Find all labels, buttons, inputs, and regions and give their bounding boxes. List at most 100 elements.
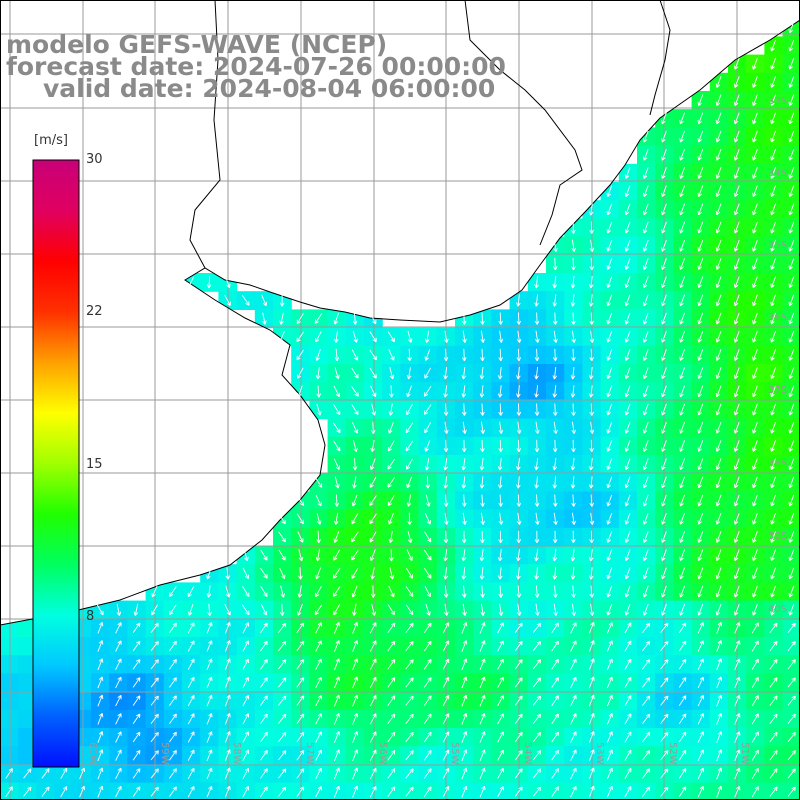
wind-arrow <box>697 94 704 107</box>
wind-arrow <box>770 167 777 179</box>
wind-arrow <box>589 221 594 234</box>
wind-arrow <box>734 749 741 761</box>
wind-arrow <box>570 549 576 562</box>
wind-arrow <box>388 349 395 361</box>
wind-arrow <box>150 640 159 652</box>
wind-arrow <box>661 512 667 525</box>
wind-arrow <box>150 731 159 743</box>
wind-arrow <box>534 439 540 453</box>
lat-label: 34S <box>768 168 788 179</box>
wind-arrow <box>697 203 704 216</box>
wind-arrow <box>571 312 576 325</box>
wind-arrow <box>770 276 777 289</box>
wind-arrow <box>514 677 523 688</box>
wind-arrow <box>242 786 250 798</box>
wind-arrow <box>480 585 485 598</box>
wind-arrow <box>150 695 159 706</box>
wind-arrow <box>351 404 359 415</box>
wind-arrow <box>535 512 540 525</box>
wind-arrow <box>589 494 595 507</box>
wind-arrow <box>716 640 723 652</box>
wind-arrow <box>660 659 669 670</box>
wind-arrow <box>788 21 795 34</box>
wind-arrow <box>187 640 195 652</box>
colorbar-tick-15: 15 <box>86 457 103 472</box>
wind-arrow <box>352 330 358 343</box>
wind-arrow <box>461 549 467 562</box>
wind-arrow <box>624 512 631 525</box>
wind-arrow <box>606 694 613 707</box>
wind-arrow <box>315 549 321 562</box>
wind-arrow <box>387 695 396 706</box>
wind-arrow <box>733 385 740 398</box>
wind-arrow <box>497 713 504 725</box>
wind-arrow <box>206 767 213 780</box>
wind-arrow <box>571 439 576 453</box>
wind-arrow <box>570 713 577 725</box>
wind-arrow <box>534 403 540 416</box>
wind-arrow <box>751 731 759 743</box>
wind-arrow <box>370 421 376 434</box>
wind-arrow <box>787 768 796 779</box>
wind-arrow <box>734 785 741 798</box>
wind-arrow <box>624 731 632 743</box>
wind-arrow <box>424 422 432 434</box>
wind-arrow <box>278 750 287 761</box>
wind-arrow <box>715 531 722 543</box>
wind-arrow <box>532 695 542 706</box>
wind-arrow <box>733 221 740 234</box>
wind-arrow <box>788 185 795 198</box>
wind-arrow <box>787 695 796 706</box>
wind-arrow <box>516 348 522 362</box>
lat-label: 33S <box>768 96 788 107</box>
wind-arrow <box>642 786 651 797</box>
wind-arrow <box>242 731 250 743</box>
wind-arrow <box>115 676 122 689</box>
wind-arrow <box>570 676 577 689</box>
wind-arrow <box>571 585 576 598</box>
wind-arrow <box>352 640 359 652</box>
wind-arrow <box>553 330 558 343</box>
wind-arrow <box>296 349 304 361</box>
wind-arrow <box>497 786 504 798</box>
wind-arrow <box>315 713 322 725</box>
wind-arrow <box>715 512 722 525</box>
wind-arrow <box>606 585 613 598</box>
wind-arrow <box>552 312 558 325</box>
wind-arrow <box>606 203 613 216</box>
wind-arrow <box>752 148 758 161</box>
wind-arrow <box>315 640 322 652</box>
wind-arrow <box>352 694 359 707</box>
wind-arrow <box>389 367 395 380</box>
wind-arrow <box>351 567 359 579</box>
wind-arrow <box>661 585 667 598</box>
wind-arrow <box>715 603 722 616</box>
wind-arrow <box>352 621 359 634</box>
wind-arrow <box>296 786 305 797</box>
wind-arrow <box>716 676 723 689</box>
wind-arrow <box>387 640 396 652</box>
wind-arrow <box>79 767 86 780</box>
wind-arrow <box>642 367 649 380</box>
wind-arrow <box>752 221 758 234</box>
wind-arrow <box>534 312 540 325</box>
wind-arrow <box>352 676 359 689</box>
wind-arrow <box>697 294 704 307</box>
wind-arrow <box>661 294 667 307</box>
wind-arrow <box>406 367 412 380</box>
wind-arrow <box>588 749 595 762</box>
wind-arrow <box>278 768 287 779</box>
wind-arrow <box>733 585 740 598</box>
wind-arrow <box>788 385 795 398</box>
wind-arrow <box>697 640 704 652</box>
wind-arrow <box>224 694 231 707</box>
wind-arrow <box>552 476 558 489</box>
wind-arrow <box>734 640 741 652</box>
wind-arrow <box>571 494 576 507</box>
wind-arrow <box>133 603 139 616</box>
wind-arrow <box>752 203 758 216</box>
wind-arrow <box>642 403 649 416</box>
wind-arrow <box>679 367 686 380</box>
wind-arrow <box>642 603 649 616</box>
wind-arrow <box>624 786 632 798</box>
